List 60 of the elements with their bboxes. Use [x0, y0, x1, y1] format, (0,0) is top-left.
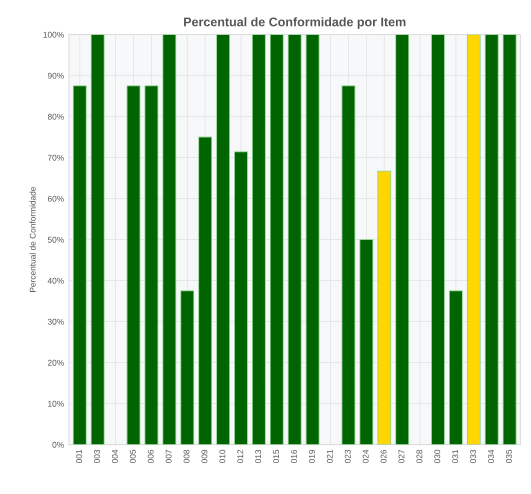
y-tick-label: 70% [48, 154, 64, 161]
x-tick-label: 010 [219, 450, 226, 464]
y-tick-label: 80% [48, 114, 64, 120]
x-tick-label: 006 [148, 450, 154, 464]
bar [162, 34, 176, 445]
bar [216, 34, 230, 445]
bar [306, 34, 320, 445]
x-tick-label: 008 [184, 450, 190, 464]
x-tick-label: 003 [94, 450, 100, 464]
bar [90, 34, 105, 445]
y-tick-label: 0% [52, 442, 64, 448]
x-tick-label: 004 [112, 450, 118, 464]
bar [288, 34, 302, 445]
y-tick-label: 90% [48, 72, 64, 79]
bar [342, 85, 356, 445]
x-tick-label: 012 [237, 450, 244, 464]
x-tick-label: 024 [362, 450, 369, 464]
x-tick-label: 026 [380, 450, 386, 464]
y-tick-label: 10% [48, 400, 64, 407]
x-tick-label: 019 [308, 450, 315, 464]
bar [72, 85, 87, 445]
x-tick-label: 009 [201, 450, 208, 464]
x-tick-label: 013 [255, 450, 262, 464]
bar [126, 85, 140, 445]
y-tick-label: 30% [48, 318, 64, 325]
bar [395, 34, 410, 445]
x-tick-label: 027 [398, 450, 404, 464]
bar [502, 34, 516, 445]
x-tick-label: 021 [326, 450, 333, 464]
y-tick-label: 60% [48, 196, 64, 202]
x-tick-label: 028 [416, 450, 422, 464]
x-tick-label: 005 [130, 450, 136, 464]
x-tick-label: 031 [452, 450, 458, 464]
bar [252, 34, 266, 445]
bar [431, 34, 445, 445]
bar [234, 151, 248, 445]
y-axis-title: Percentual de Conformidade [30, 186, 36, 292]
y-tick-label: 50% [48, 236, 64, 243]
x-tick-label: 030 [434, 450, 440, 464]
x-tick-label: 001 [76, 450, 82, 464]
y-tick-label: 100% [43, 32, 64, 38]
bar [484, 34, 499, 445]
bar [198, 136, 212, 445]
x-tick-label: 033 [470, 450, 476, 464]
x-tick-label: 016 [291, 450, 297, 464]
x-tick-label: 023 [344, 450, 351, 464]
bar [270, 34, 284, 445]
bar [180, 290, 194, 445]
bar [144, 85, 158, 445]
y-tick-label: 20% [48, 360, 64, 366]
x-tick-label: 015 [273, 450, 280, 464]
x-tick-label: 035 [506, 450, 512, 464]
x-tick-label: 034 [488, 450, 494, 464]
bar [377, 170, 392, 445]
x-tick-label: 007 [166, 450, 172, 464]
chart-title: Percentual de Conformidade por Item [184, 17, 406, 29]
bar [449, 290, 463, 445]
bar [466, 34, 481, 445]
bar [359, 239, 374, 445]
y-tick-label: 40% [48, 278, 64, 284]
